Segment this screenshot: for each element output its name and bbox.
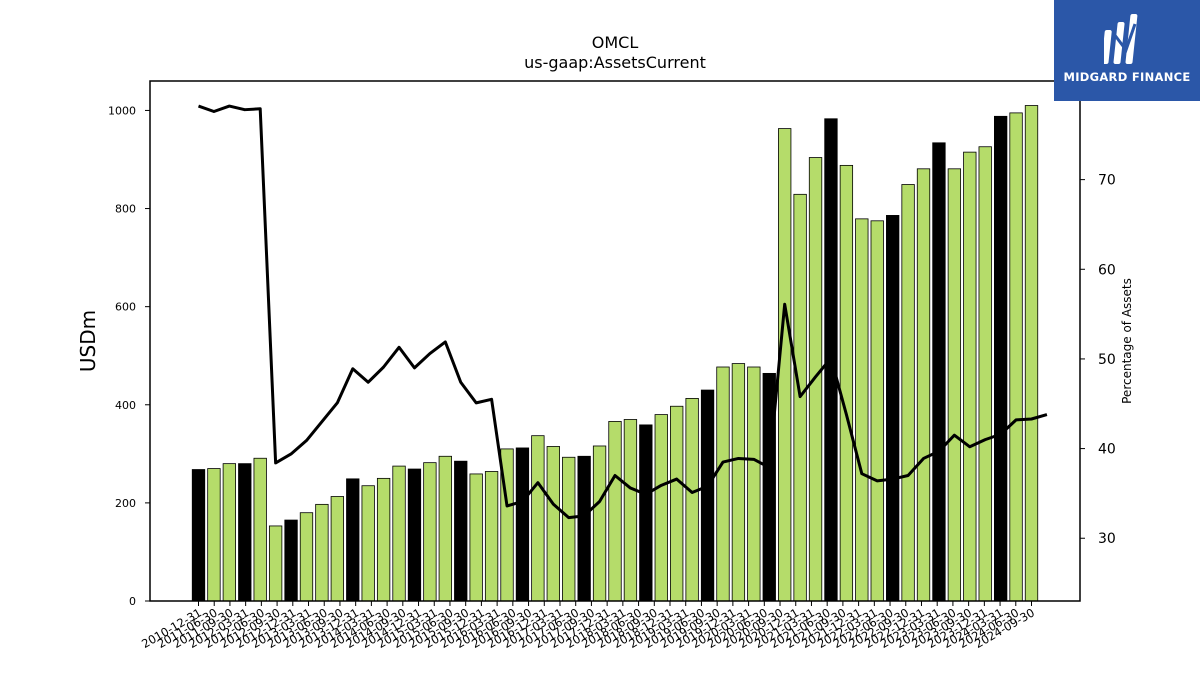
bar bbox=[531, 435, 545, 602]
bar bbox=[747, 366, 761, 602]
bar bbox=[839, 164, 854, 602]
bar bbox=[562, 456, 576, 602]
bar bbox=[284, 519, 298, 602]
bar bbox=[315, 503, 329, 602]
x-axis: 2010-12-312011-06-302011-09-302012-03-31… bbox=[139, 601, 1037, 651]
chart-subtitle: us-gaap:AssetsCurrent bbox=[524, 53, 706, 72]
bar bbox=[870, 220, 884, 602]
bar bbox=[731, 363, 746, 602]
bar bbox=[330, 496, 344, 602]
y-tick-label: 800 bbox=[115, 203, 136, 216]
brand-badge: MIDGARD FINANCE bbox=[1054, 0, 1200, 101]
bar bbox=[546, 446, 560, 602]
y-tick-label: 1000 bbox=[108, 104, 136, 117]
bar bbox=[623, 419, 638, 602]
bar bbox=[577, 455, 591, 602]
bar bbox=[1024, 105, 1039, 602]
bar bbox=[639, 424, 653, 602]
bar bbox=[469, 473, 483, 602]
bar bbox=[268, 525, 283, 602]
bar bbox=[700, 389, 715, 602]
bars-layer bbox=[191, 105, 1039, 602]
bar bbox=[855, 218, 869, 602]
y-tick-label: 400 bbox=[115, 399, 136, 412]
bar bbox=[515, 447, 530, 602]
y-axis-right: 30 40 50 60 70 bbox=[1080, 173, 1116, 547]
chart-title: OMCL bbox=[592, 33, 639, 52]
bar bbox=[438, 455, 452, 602]
bar bbox=[361, 485, 375, 602]
bar bbox=[947, 168, 962, 602]
bar bbox=[932, 142, 946, 602]
bar bbox=[901, 184, 915, 602]
y-axis-label: USDm bbox=[76, 310, 100, 372]
bar bbox=[978, 146, 992, 602]
bar bbox=[670, 405, 684, 602]
bar bbox=[238, 463, 252, 602]
y2-tick-label: 40 bbox=[1098, 442, 1116, 458]
bar bbox=[916, 168, 931, 602]
y-tick-label: 200 bbox=[115, 497, 136, 510]
bar bbox=[191, 469, 206, 602]
plot-frame bbox=[149, 80, 1081, 602]
bar bbox=[685, 397, 699, 602]
bar bbox=[1009, 112, 1023, 602]
bar bbox=[407, 468, 422, 602]
bar bbox=[963, 151, 977, 602]
bar bbox=[423, 462, 437, 602]
bar bbox=[608, 421, 622, 602]
percentage-line bbox=[198, 104, 1048, 520]
bar bbox=[592, 445, 607, 602]
bar bbox=[299, 512, 314, 602]
bar bbox=[253, 457, 267, 602]
bar bbox=[654, 414, 668, 602]
y2-axis-label: Percentage of Assets bbox=[1120, 278, 1134, 404]
bar bbox=[222, 463, 237, 602]
y2-tick-label: 70 bbox=[1098, 173, 1116, 189]
y2-tick-label: 50 bbox=[1098, 352, 1116, 368]
y-axis-left: 0 200 400 600 800 1000 bbox=[108, 104, 150, 608]
brand-name: MIDGARD FINANCE bbox=[1063, 70, 1191, 84]
y-tick-label: 600 bbox=[115, 301, 136, 314]
bar bbox=[716, 366, 730, 602]
y2-tick-label: 60 bbox=[1098, 262, 1116, 278]
midgard-m-logo-icon bbox=[1104, 14, 1138, 64]
bar bbox=[886, 215, 900, 602]
bar bbox=[392, 465, 406, 602]
bar bbox=[994, 115, 1008, 602]
bar bbox=[484, 471, 499, 602]
y-tick-label: 0 bbox=[129, 595, 136, 608]
bar bbox=[376, 477, 391, 602]
line-layer bbox=[198, 104, 1048, 520]
bar bbox=[346, 478, 360, 602]
y2-tick-label: 30 bbox=[1098, 531, 1116, 547]
bar bbox=[454, 460, 468, 602]
bar bbox=[207, 468, 221, 602]
